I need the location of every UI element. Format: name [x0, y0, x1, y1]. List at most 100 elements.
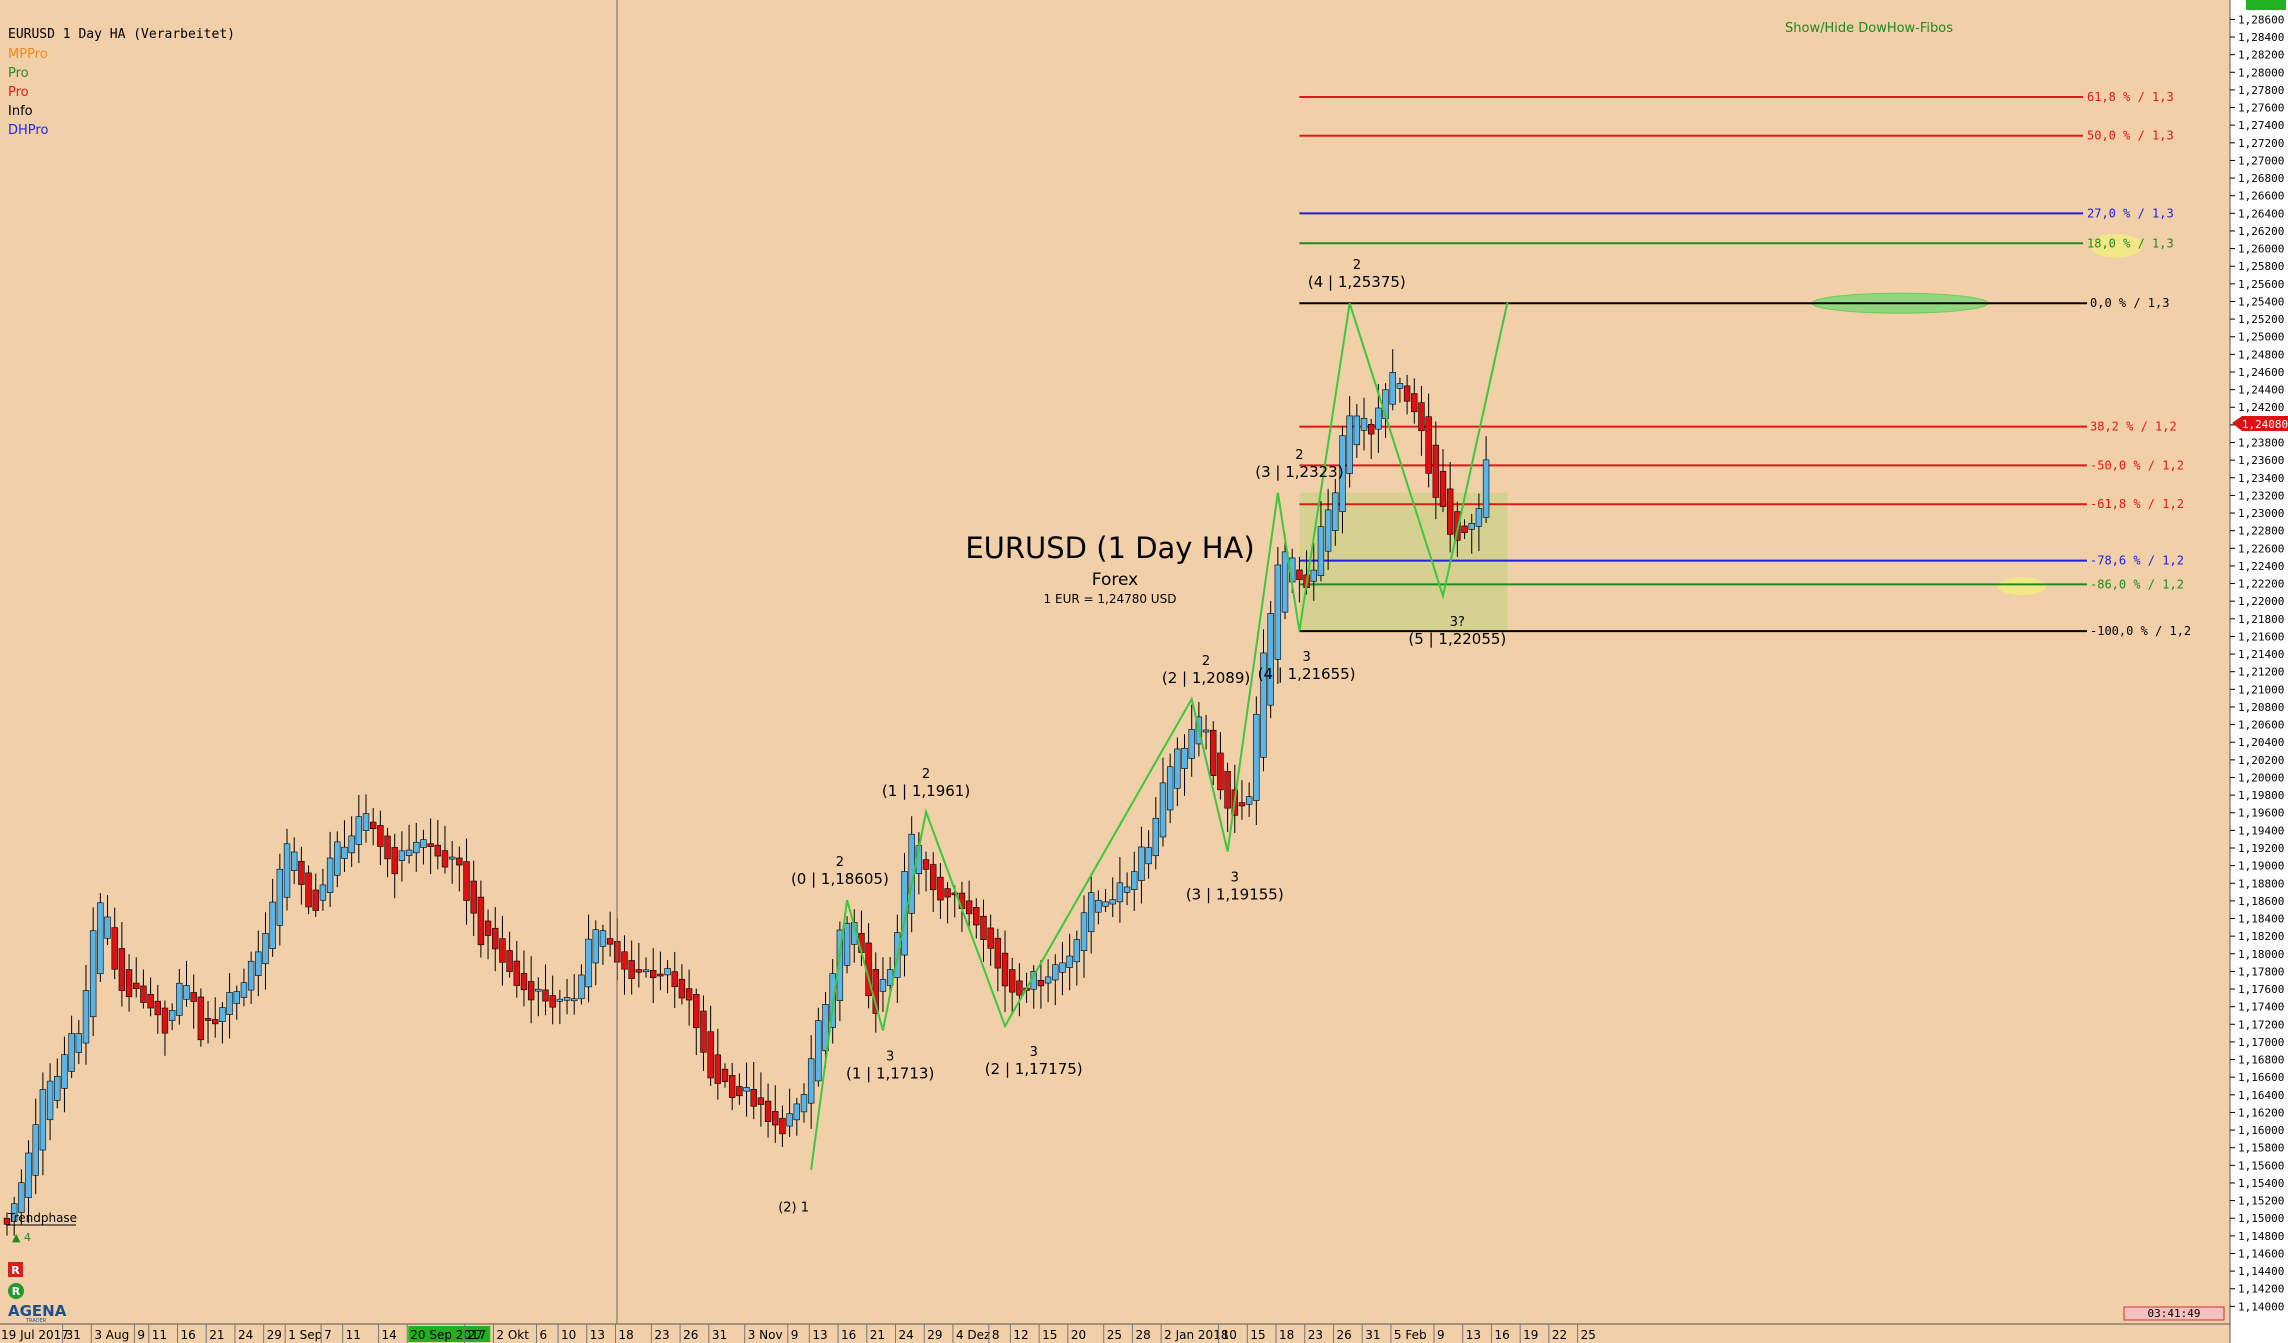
swing-label: (2) 1 [778, 1201, 809, 1216]
candle-body [520, 972, 528, 991]
candle-body [635, 969, 643, 973]
candle-body [1073, 939, 1081, 963]
y-tick-label: 1,14200 [2238, 1283, 2284, 1296]
y-tick-label: 1,23800 [2238, 437, 2284, 450]
y-tick-label: 1,27800 [2238, 84, 2284, 97]
x-tick-label: 19 [1523, 1328, 1538, 1342]
x-tick-label: 1 Sep [288, 1328, 322, 1342]
candle-body [25, 1152, 32, 1198]
swing-number: 3? [1450, 615, 1465, 630]
candle-body [843, 922, 851, 966]
candle-body [384, 835, 391, 860]
candle-body [405, 849, 413, 857]
candle-body [1425, 416, 1432, 474]
x-tick-label: 26 [1336, 1328, 1351, 1342]
candle-body [233, 991, 240, 1004]
x-tick-label: 8 [992, 1328, 1000, 1342]
y-tick-label: 1,21800 [2238, 613, 2284, 626]
candle-body [1181, 747, 1188, 769]
y-tick-label: 1,19200 [2238, 842, 2284, 855]
badge-r-red[interactable] [8, 1262, 23, 1277]
indicator-info[interactable]: Info [8, 104, 33, 119]
candle-body [1461, 525, 1468, 533]
candle-body [168, 1010, 176, 1021]
candle-body [757, 1097, 765, 1105]
plot-background [0, 0, 2230, 1324]
candle-body [822, 1004, 829, 1052]
x-tick-label: 6 [540, 1328, 548, 1342]
candle-body [54, 1075, 61, 1101]
candle-body [1339, 435, 1346, 512]
candle-body [1037, 979, 1045, 987]
candle-body [1109, 899, 1116, 905]
candle-body [68, 1033, 75, 1072]
candle-body [994, 937, 1002, 969]
x-tick-label: 15 [1042, 1328, 1057, 1342]
fib-label: 18,0 % / 1,3 [2087, 236, 2174, 250]
x-tick-label: 22 [1552, 1328, 1567, 1342]
indicator-pro-red[interactable]: Pro [8, 85, 29, 100]
candle-body [1166, 766, 1174, 811]
fib-label: 27,0 % / 1,3 [2087, 206, 2174, 220]
y-tick-label: 1,25800 [2238, 260, 2284, 273]
candle-body [1044, 976, 1052, 984]
y-tick-label: 1,23600 [2238, 454, 2284, 467]
y-tick-label: 1,24800 [2238, 348, 2284, 361]
y-tick-label: 1,23200 [2238, 489, 2284, 502]
candle-body [1095, 899, 1102, 913]
indicator-pro-green[interactable]: Pro [8, 66, 29, 81]
x-tick-label: 26 [683, 1328, 698, 1342]
candle-body [836, 929, 844, 1001]
chart-quote: 1 EUR = 1,24780 USD [1044, 592, 1177, 606]
x-tick-label: 10 [1222, 1328, 1237, 1342]
y-tick-label: 1,20400 [2238, 736, 2284, 749]
price-axis-background [2230, 0, 2288, 1343]
swing-label: (4 | 1,21655) [1258, 665, 1356, 683]
x-tick-label: 4 Dez [956, 1328, 990, 1342]
candle-body [362, 813, 370, 831]
candle-body [764, 1100, 772, 1122]
time-axis-background [0, 1324, 2230, 1343]
indicator-dhpro[interactable]: DHPro [8, 123, 48, 138]
candle-body [104, 916, 111, 939]
y-tick-label: 1,27200 [2238, 137, 2284, 150]
x-tick-label: 31 [1365, 1328, 1380, 1342]
y-tick-label: 1,20200 [2238, 754, 2284, 767]
candle-body [714, 1054, 722, 1084]
x-tick-label: 9 [791, 1328, 799, 1342]
x-tick-label: 11 [346, 1328, 361, 1342]
indicator-mppro[interactable]: MPPro [8, 47, 48, 62]
y-tick-label: 1,16600 [2238, 1071, 2284, 1084]
x-tick-label: 5 Feb [1394, 1328, 1427, 1342]
agena-logo: AGENA [8, 1302, 67, 1320]
candle-body [736, 1086, 743, 1097]
y-tick-label: 1,17800 [2238, 965, 2284, 978]
candle-body [1080, 912, 1088, 952]
y-tick-label: 1,23400 [2238, 472, 2284, 485]
badge-r-green[interactable] [8, 1283, 24, 1299]
swing-number: 2 [1353, 258, 1361, 273]
y-tick-label: 1,15400 [2238, 1177, 2284, 1190]
x-tick-label: 2 Jan 2018 [1164, 1328, 1228, 1342]
candle-body [1418, 402, 1425, 432]
candle-body [319, 884, 327, 901]
candle-body [1217, 752, 1224, 791]
candle-body [879, 979, 887, 992]
x-tick-label: 29 [267, 1328, 282, 1342]
candle-body [89, 930, 97, 1018]
candle-body [1482, 459, 1490, 518]
swing-label: (3 | 1,2323) [1255, 463, 1343, 481]
x-tick-label: 16 [841, 1328, 856, 1342]
candle-body [1368, 424, 1375, 435]
candle-body [1174, 748, 1181, 789]
candle-body [161, 1007, 169, 1034]
candle-body [269, 901, 276, 949]
fibo-toggle-link[interactable]: Show/Hide DowHow-Fibos [1785, 21, 1953, 36]
y-tick-label: 1,19600 [2238, 807, 2284, 820]
candle-body [262, 933, 269, 965]
trendphase-value: ▲ 4 [12, 1231, 31, 1244]
candle-body [46, 1080, 54, 1121]
candle-body [276, 868, 284, 926]
y-tick-label: 1,27400 [2238, 119, 2284, 132]
candle-body [183, 985, 190, 1000]
